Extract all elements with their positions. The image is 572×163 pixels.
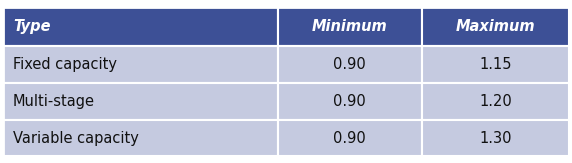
Text: Fixed capacity: Fixed capacity: [13, 57, 117, 72]
Text: 1.20: 1.20: [479, 94, 512, 109]
Text: 0.90: 0.90: [333, 94, 366, 109]
Text: Minimum: Minimum: [312, 19, 388, 34]
Bar: [3, 7, 277, 46]
Bar: [422, 120, 569, 156]
Bar: [277, 120, 422, 156]
Text: Variable capacity: Variable capacity: [13, 131, 139, 146]
Text: 0.90: 0.90: [333, 131, 366, 146]
Text: 0.90: 0.90: [333, 57, 366, 72]
Text: 1.30: 1.30: [479, 131, 512, 146]
Bar: [277, 83, 422, 120]
Bar: [3, 46, 277, 83]
Text: 1.15: 1.15: [479, 57, 512, 72]
Bar: [3, 83, 277, 120]
Bar: [422, 83, 569, 120]
Bar: [277, 46, 422, 83]
Text: Maximum: Maximum: [456, 19, 535, 34]
Text: Type: Type: [13, 19, 50, 34]
Bar: [422, 7, 569, 46]
Text: Multi-stage: Multi-stage: [13, 94, 95, 109]
Bar: [422, 46, 569, 83]
Bar: [3, 120, 277, 156]
Bar: [277, 7, 422, 46]
